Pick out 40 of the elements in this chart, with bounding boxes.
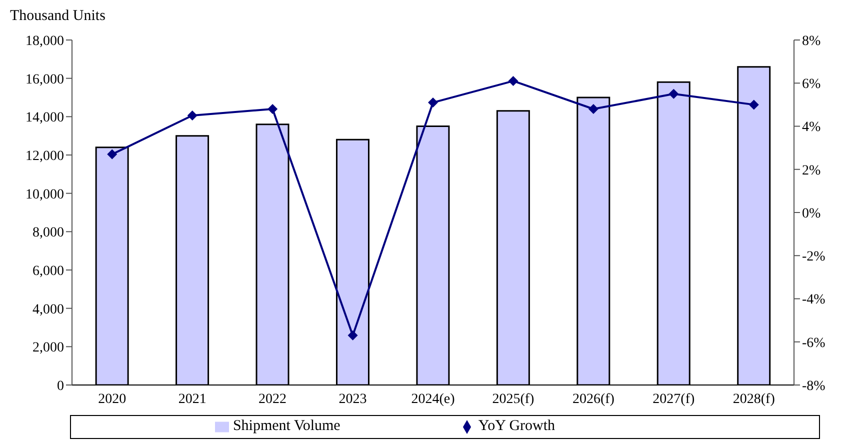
legend-label: Shipment Volume (232, 418, 340, 434)
x-tick-label: 2028(f) (732, 392, 776, 407)
y-tick-label: 16,000 (26, 72, 64, 88)
x-tick-label: 2023 (338, 392, 367, 407)
y2-tick-label: 8% (802, 34, 821, 49)
y-tick-label: 2,000 (32, 340, 64, 356)
y2-tick-label: 0% (802, 206, 821, 222)
y-tick-label: 14,000 (26, 110, 64, 126)
y2-tick-label: 2% (802, 163, 821, 178)
y-tick-label: 12,000 (26, 148, 64, 164)
y-axis-title: Thousand Units (10, 8, 106, 25)
y-tick-label: 4,000 (32, 302, 64, 318)
y-tick-label: 8,000 (32, 226, 64, 241)
point (428, 98, 438, 108)
point (187, 110, 198, 120)
y2-tick-label: 6% (802, 77, 821, 92)
x-tick-label: 2027(f) (652, 392, 695, 407)
y2-tick-label: -4% (802, 292, 826, 308)
y2-tick-label: -2% (802, 250, 826, 265)
legend-label: YoY Growth (478, 418, 556, 434)
y2-tick-label: -6% (802, 336, 826, 351)
y2-tick-label: -8% (802, 378, 826, 394)
y-tick-label: 18,000 (26, 34, 64, 49)
point (348, 330, 358, 340)
y-tick-label: 6,000 (32, 264, 64, 279)
x-tick-label: 2020 (98, 392, 126, 407)
x-tick-label: 2022 (258, 392, 287, 407)
x-tick-label: 2021 (178, 392, 206, 407)
x-tick-label: 2024(e) (411, 392, 456, 407)
point (668, 88, 679, 99)
point (748, 100, 759, 110)
point (268, 104, 278, 114)
y2-tick-label: 4% (802, 120, 821, 136)
x-tick-label: 2026(f) (572, 392, 615, 407)
point (107, 149, 118, 160)
y-tick-label: 10,000 (26, 187, 64, 202)
y-tick-label: 0 (57, 378, 64, 394)
x-tick-label: 2025(f) (492, 392, 535, 407)
point (588, 104, 598, 114)
point (508, 76, 518, 86)
